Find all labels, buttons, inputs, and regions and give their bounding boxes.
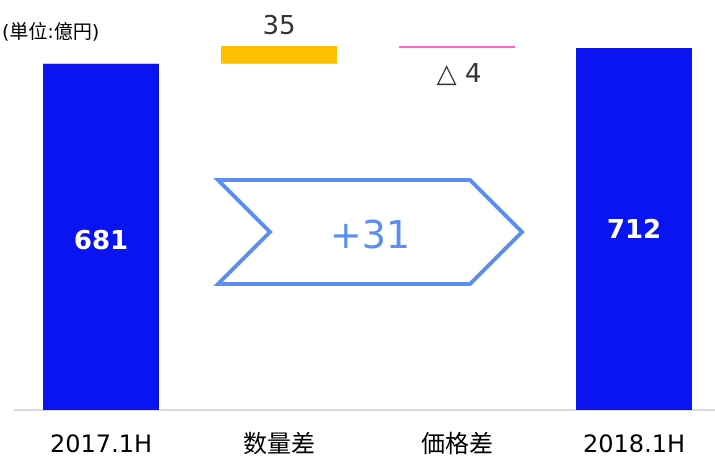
bar-4 bbox=[576, 48, 692, 410]
bar-1 bbox=[43, 63, 159, 411]
change-label: +31 bbox=[330, 213, 410, 257]
labels-layer: 681 2017.1H 35 数量差 △ 4 価格差 712 2018.1H bbox=[50, 11, 685, 458]
category-label-3: 価格差 bbox=[421, 430, 493, 458]
data-label-3: △ 4 bbox=[437, 59, 482, 89]
unit-label: (単位:億円) bbox=[2, 21, 99, 43]
bars-layer bbox=[43, 45, 692, 411]
category-label-4: 2018.1H bbox=[583, 430, 685, 458]
bar-3 bbox=[399, 45, 515, 48]
data-label-4: 712 bbox=[607, 215, 661, 245]
data-label-1: 681 bbox=[74, 226, 128, 256]
category-label-2: 数量差 bbox=[243, 430, 315, 458]
category-label-1: 2017.1H bbox=[50, 430, 152, 458]
data-label-2: 35 bbox=[262, 11, 295, 41]
change-arrow-shape bbox=[213, 178, 525, 286]
bar-2 bbox=[221, 45, 337, 64]
